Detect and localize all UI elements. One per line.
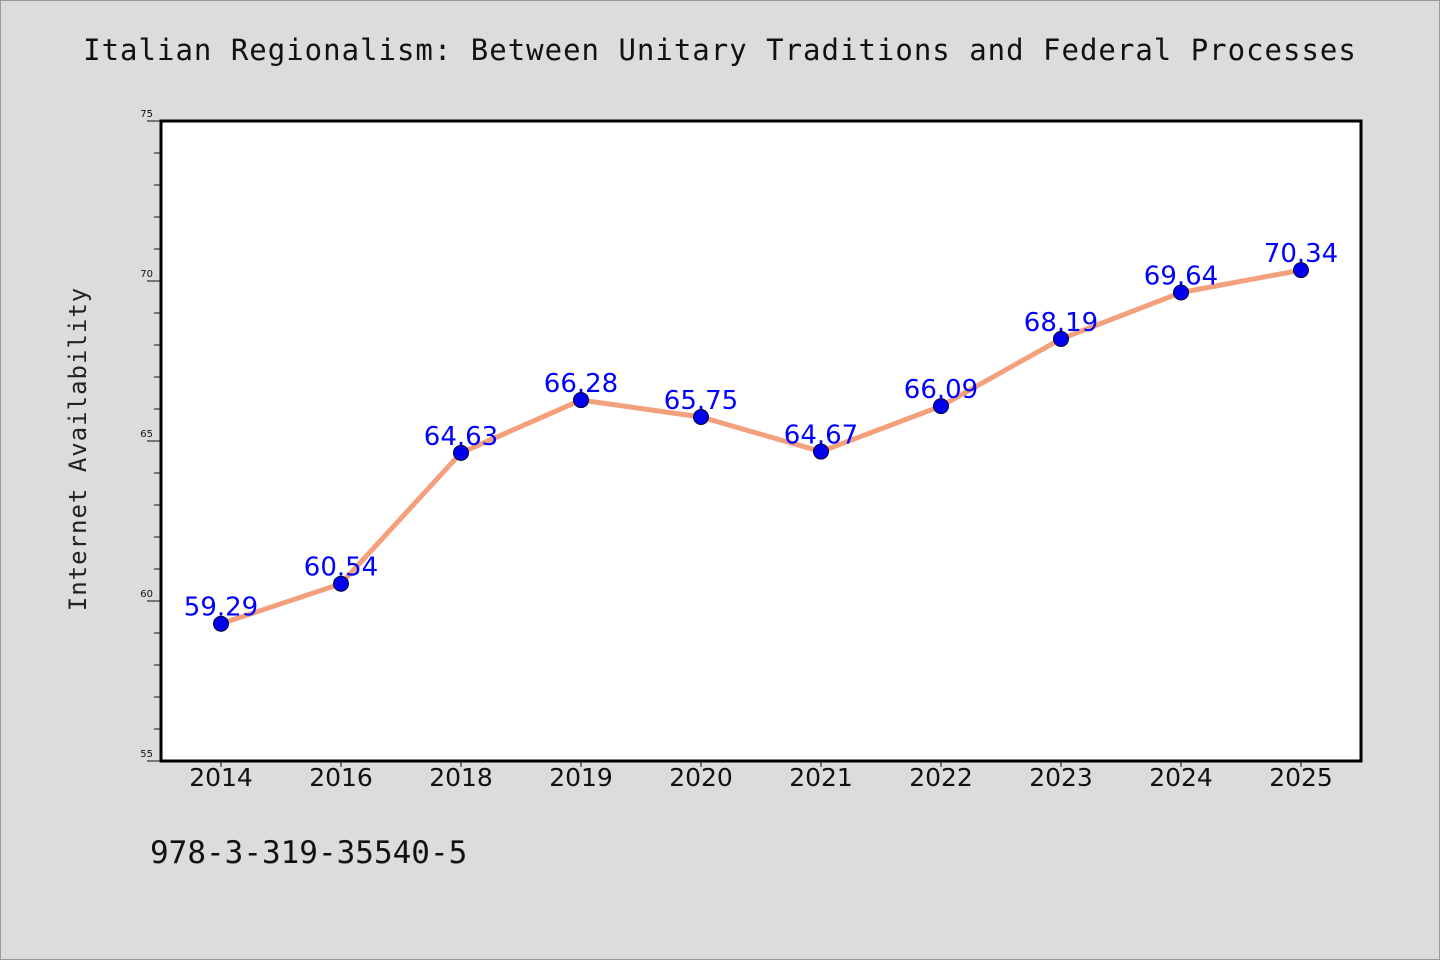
x-tick-label: 2022 [909,763,973,792]
y-tick-label: 75 [140,109,153,120]
data-label: 64.67 [784,421,858,451]
plot-frame [159,119,1363,763]
y-tick-label: 70 [140,269,153,280]
data-label: 59.29 [184,593,258,623]
y-tick-label: 55 [140,749,153,760]
x-tick-label: 2019 [549,763,613,792]
y-tick-label: 60 [140,589,153,600]
data-label: 70.34 [1264,239,1338,269]
data-point [213,615,229,632]
y-tick-label: 65 [140,429,153,440]
x-tick-label: 2016 [309,763,373,792]
data-point [693,409,709,425]
data-label: 69.64 [1144,262,1218,292]
data-point [933,398,949,415]
data-point [453,444,469,461]
data-label: 66.28 [544,369,618,399]
x-tick-label: 2021 [789,763,853,792]
x-tick-label: 2025 [1269,763,1333,792]
data-label: 66.09 [904,375,978,405]
x-tick-label: 2023 [1029,763,1093,792]
data-label: 65.75 [664,386,738,416]
data-label: 60.54 [304,553,378,583]
data-point [573,392,589,409]
data-point [333,575,349,592]
data-point [1173,284,1189,301]
series-line [218,267,1304,627]
data-point [1053,330,1069,347]
chart-title: Italian Regionalism: Between Unitary Tra… [83,33,1357,67]
x-tick-label: 2020 [669,763,733,792]
x-tick-label: 2014 [189,763,253,792]
plot-area [161,121,1361,761]
isbn-text: 978-3-319-35540-5 [150,835,468,871]
data-label: 64.63 [424,422,498,452]
x-tick-label: 2018 [429,763,493,792]
data-label: 68.19 [1024,308,1098,338]
data-point [813,443,829,460]
x-tick-label: 2024 [1149,763,1213,792]
data-point [1293,262,1309,279]
